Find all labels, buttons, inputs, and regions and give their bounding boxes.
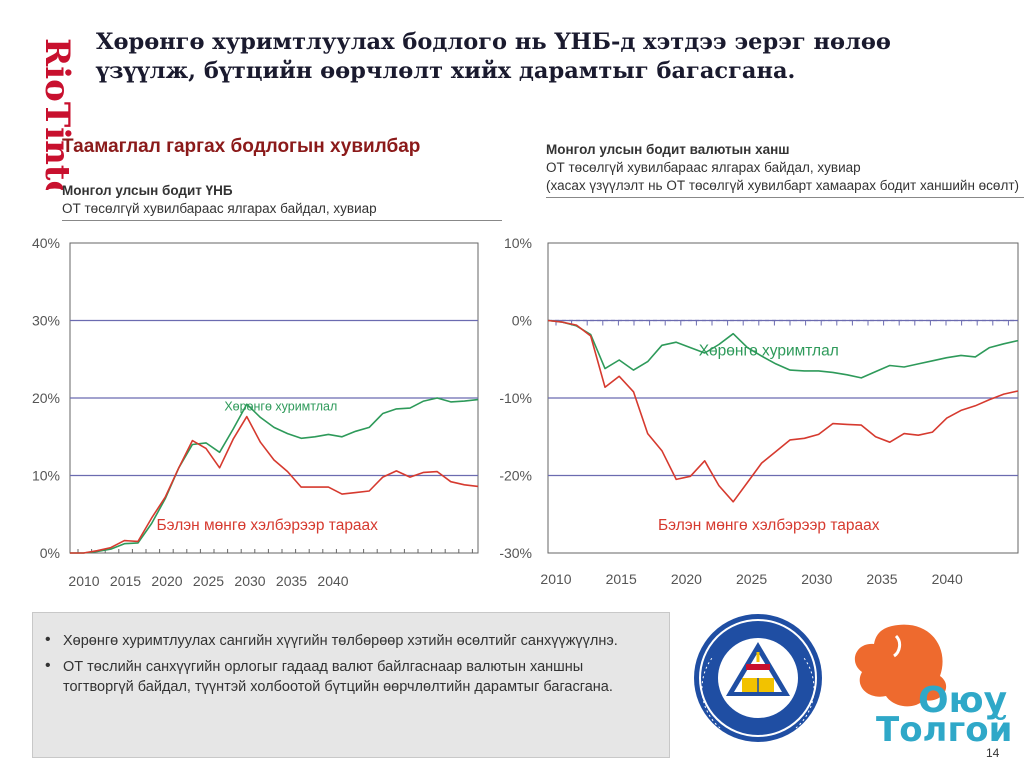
- y-tick-label: -10%: [499, 390, 532, 406]
- series-line-cash: [70, 415, 479, 554]
- rio-tinto-logo-text: RioTinto: [37, 38, 77, 190]
- left-chart-subtitle: ОТ төсөлгүй хувилбараас ялгарах байдал, …: [62, 201, 377, 216]
- x-tick-label: 2020: [151, 573, 182, 589]
- series-label: Хөрөнгө хуримтлал: [699, 342, 839, 359]
- x-tick-label: 2020: [671, 571, 702, 587]
- x-tick-label: 2040: [932, 571, 963, 587]
- y-tick-label: -20%: [499, 468, 532, 484]
- x-tick-label: 2035: [276, 573, 307, 589]
- series-line-savings: [70, 397, 479, 554]
- x-tick-label: 2030: [234, 573, 265, 589]
- series-label: Бэлэн мөнгө хэлбэрээр тараах: [658, 517, 880, 534]
- x-tick-label: 2015: [606, 571, 637, 587]
- bullet-box: Хөрөнгө хуримтлуулах сангийн хүүгийн төл…: [32, 612, 670, 758]
- bullet-item: ОТ төслийн санхүүгийн орлогыг гадаад вал…: [45, 656, 655, 697]
- x-tick-label: 2035: [866, 571, 897, 587]
- x-tick-label: 2025: [193, 573, 224, 589]
- page-number: 14: [986, 746, 1000, 760]
- rio-tinto-logo: RioTinto: [37, 38, 77, 190]
- series-label: Бэлэн мөнгө хэлбэрээр тараах: [156, 517, 378, 534]
- y-tick-label: 10%: [504, 235, 532, 251]
- series-line-savings: [547, 319, 1019, 379]
- oyu-tolgoi-logo: [854, 624, 947, 707]
- x-tick-label: 2010: [540, 571, 571, 587]
- x-tick-label: 2040: [317, 573, 348, 589]
- x-tick-label: 2025: [736, 571, 767, 587]
- y-tick-label: 0%: [40, 545, 60, 561]
- left-chart-title: Монгол улсын бодит ҮНБ: [62, 183, 233, 198]
- y-tick-label: 10%: [32, 468, 60, 484]
- right-chart-header: Монгол улсын бодит валютын ханш ОТ төсөл…: [546, 141, 1024, 198]
- y-tick-label: -30%: [499, 545, 532, 561]
- x-tick-label: 2010: [68, 573, 99, 589]
- school-emblem-icon: [694, 614, 822, 742]
- section-title: Таамаглал гаргах бодлогын хувилбар: [62, 136, 421, 157]
- tolgoi-text: Толгой: [876, 710, 1013, 750]
- left-chart-header: Монгол улсын бодит ҮНБ ОТ төсөлгүй хувил…: [62, 182, 502, 221]
- y-tick-label: 20%: [32, 390, 60, 406]
- page-title: Хөрөнгө хуримтлуулах бодлого нь ҮНБ-д хэ…: [96, 29, 891, 84]
- x-tick-label: 2030: [801, 571, 832, 587]
- series-label: Хөрөнгө хуримтлал: [224, 399, 337, 413]
- series-line-cash: [547, 319, 1019, 503]
- x-tick-label: 2015: [110, 573, 141, 589]
- right-chart-subtitle: ОТ төсөлгүй хувилбараас ялгарах байдал, …: [546, 160, 861, 175]
- y-tick-label: 0%: [512, 313, 532, 329]
- right-chart-title: Монгол улсын бодит валютын ханш: [546, 142, 790, 157]
- right-chart-note: (хасах үзүүлэлт нь ОТ төсөлгүй хувилбарт…: [546, 178, 1019, 193]
- oyu-text: Оюу: [918, 680, 1008, 721]
- y-tick-label: 30%: [32, 313, 60, 329]
- y-tick-label: 40%: [32, 235, 60, 251]
- bullet-item: Хөрөнгө хуримтлуулах сангийн хүүгийн төл…: [45, 630, 655, 651]
